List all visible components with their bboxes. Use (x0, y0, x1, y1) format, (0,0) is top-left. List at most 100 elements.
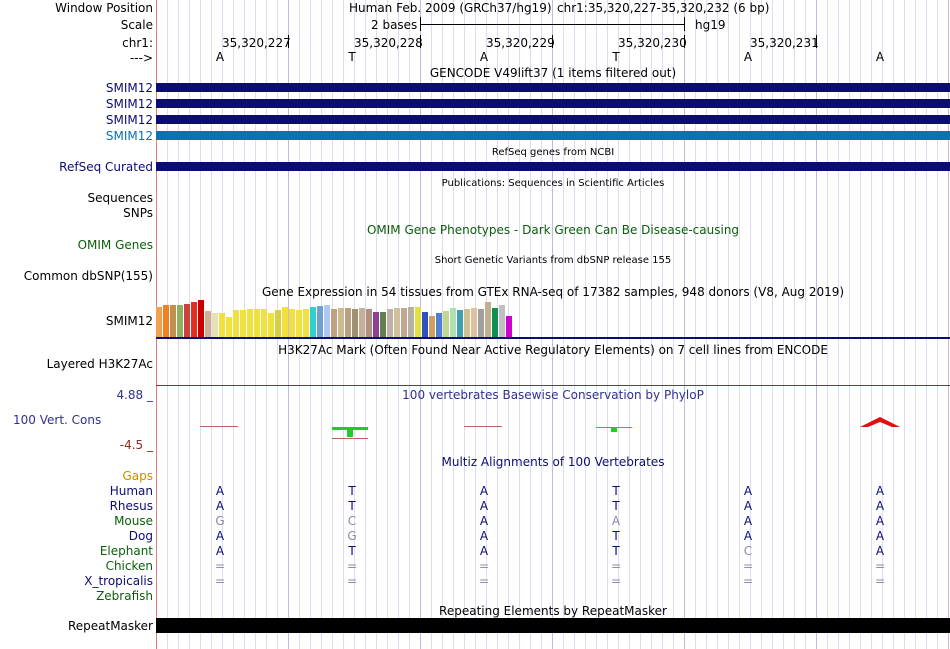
multiz-species-label[interactable]: X_tropicalis (84, 574, 153, 588)
dbsnp-label[interactable]: Common dbSNP(155) (23, 269, 153, 283)
gtex-tissue-bar[interactable] (359, 308, 365, 337)
gtex-tissue-bar[interactable] (226, 317, 232, 337)
dbsnp-track-title[interactable]: Short Genetic Variants from dbSNP releas… (434, 255, 672, 266)
multiz-species-label[interactable]: Chicken (105, 559, 153, 573)
gtex-tissue-bar[interactable] (429, 316, 435, 337)
gencode-transcript-bar[interactable] (156, 115, 950, 124)
gtex-tissue-bar[interactable] (478, 309, 484, 337)
gtex-track-title[interactable]: Gene Expression in 54 tissues from GTEx … (261, 285, 845, 299)
gtex-tissue-bar[interactable] (499, 305, 505, 337)
repeatmasker-track-title[interactable]: Repeating Elements by RepeatMasker (439, 604, 667, 618)
gtex-tissue-bar[interactable] (233, 310, 239, 337)
gtex-tissue-bar[interactable] (310, 307, 316, 337)
gencode-item-label[interactable]: SMIM12 (105, 97, 153, 111)
gtex-tissue-bar[interactable] (324, 305, 330, 337)
phylop-graph[interactable] (156, 410, 950, 444)
gtex-tissue-bar[interactable] (485, 302, 491, 337)
multiz-species-label[interactable]: Human (109, 484, 153, 498)
multiz-base: A (479, 514, 489, 528)
gtex-tissue-bar[interactable] (240, 310, 246, 337)
gtex-tissue-bar[interactable] (506, 316, 512, 337)
gtex-tissue-bar[interactable] (163, 305, 169, 337)
gtex-tissue-bar[interactable] (254, 309, 260, 337)
gtex-tissue-bar[interactable] (471, 308, 477, 337)
gtex-tissue-bar[interactable] (303, 309, 309, 337)
gtex-tissue-bar[interactable] (205, 311, 211, 337)
gtex-tissue-bar[interactable] (464, 309, 470, 337)
gencode-item-label[interactable]: SMIM12 (105, 81, 153, 95)
refseq-gene-bar[interactable] (156, 162, 950, 171)
gtex-tissue-bar[interactable] (443, 311, 449, 337)
omim-label[interactable]: OMIM Genes (77, 238, 153, 252)
gtex-tissue-bar[interactable] (338, 308, 344, 337)
omim-track-title[interactable]: OMIM Gene Phenotypes - Dark Green Can Be… (366, 223, 740, 237)
phylop-track-title[interactable]: 100 vertebrates Basewise Conservation by… (402, 388, 704, 402)
multiz-base: G (347, 529, 357, 543)
gtex-tissue-bar[interactable] (177, 305, 183, 337)
gtex-tissue-bar[interactable] (492, 308, 498, 337)
multiz-species-label[interactable]: Rhesus (109, 499, 153, 513)
gencode-item-label[interactable]: SMIM12 (105, 129, 153, 143)
gtex-gene-label[interactable]: SMIM12 (105, 314, 153, 328)
gtex-tissue-bar[interactable] (366, 309, 372, 337)
multiz-track-title[interactable]: Multiz Alignments of 100 Vertebrates (441, 455, 665, 469)
multiz-species-label[interactable]: Dog (128, 529, 153, 543)
ruler-tick-mark (552, 35, 553, 48)
gtex-tissue-bar[interactable] (198, 300, 204, 337)
gtex-tissue-bar[interactable] (457, 310, 463, 337)
gtex-tissue-bar[interactable] (219, 313, 225, 337)
ref-base: T (348, 50, 356, 64)
gtex-tissue-bar[interactable] (261, 309, 267, 337)
gtex-tissue-bar[interactable] (408, 307, 414, 337)
gencode-transcript-bar[interactable] (156, 83, 950, 92)
gtex-tissue-bar[interactable] (156, 307, 162, 337)
gtex-tissue-bar[interactable] (422, 312, 428, 337)
publications-track-title[interactable]: Publications: Sequences in Scientific Ar… (441, 178, 665, 189)
gencode-transcript-bar[interactable] (156, 99, 950, 108)
gtex-tissue-bar[interactable] (387, 309, 393, 337)
gencode-item-label[interactable]: SMIM12 (105, 113, 153, 127)
gtex-tissue-bar[interactable] (373, 312, 379, 337)
multiz-species-label[interactable]: Zebrafish (96, 589, 153, 603)
gencode-transcript-bar-selected[interactable] (156, 131, 950, 140)
gtex-tissue-bar[interactable] (170, 305, 176, 337)
gtex-tissue-bar[interactable] (268, 313, 274, 337)
multiz-species-label[interactable]: Mouse (114, 514, 153, 528)
gtex-tissue-bar[interactable] (394, 308, 400, 337)
gtex-tissue-bar[interactable] (289, 309, 295, 337)
gtex-tissue-bar[interactable] (380, 312, 386, 337)
publications-label-sequences[interactable]: Sequences (87, 191, 153, 205)
gtex-expression-bars[interactable] (156, 300, 556, 337)
gtex-tissue-bar[interactable] (184, 304, 190, 337)
gtex-tissue-bar[interactable] (282, 307, 288, 337)
gtex-tissue-bar[interactable] (450, 308, 456, 337)
h3k27ac-track-title[interactable]: H3K27Ac Mark (Often Found Near Active Re… (278, 343, 828, 357)
multiz-gaps-label[interactable]: Gaps (122, 469, 153, 483)
refseq-label[interactable]: RefSeq Curated (59, 160, 153, 174)
gtex-tissue-bar[interactable] (415, 307, 421, 337)
multiz-base: = (478, 574, 490, 588)
phylop-label[interactable]: 100 Vert. Cons (13, 413, 102, 427)
gtex-tissue-bar[interactable] (191, 302, 197, 337)
gencode-track-title[interactable]: GENCODE V49lift37 (1 items filtered out) (429, 66, 677, 80)
multiz-base: T (348, 499, 356, 513)
gtex-tissue-bar[interactable] (345, 308, 351, 337)
publications-label-snps[interactable]: SNPs (123, 206, 153, 220)
gtex-tissue-bar[interactable] (296, 310, 302, 337)
refseq-track-title[interactable]: RefSeq genes from NCBI (491, 147, 615, 158)
gtex-tissue-bar[interactable] (436, 313, 442, 337)
repeatmasker-element-bar[interactable] (156, 618, 950, 633)
multiz-species-label[interactable]: Elephant (99, 544, 153, 558)
gtex-tissue-bar[interactable] (212, 313, 218, 337)
gtex-tissue-bar[interactable] (275, 310, 281, 337)
gtex-tissue-bar[interactable] (401, 308, 407, 337)
gtex-tissue-bar[interactable] (247, 309, 253, 337)
repeatmasker-label[interactable]: RepeatMasker (67, 619, 153, 633)
gtex-tissue-bar[interactable] (352, 309, 358, 337)
gtex-tissue-bar[interactable] (317, 306, 323, 337)
h3k27ac-label[interactable]: Layered H3K27Ac (46, 357, 153, 371)
scale-value: 2 bases (371, 18, 418, 32)
ref-base: A (215, 50, 225, 64)
gtex-tissue-bar[interactable] (331, 309, 337, 337)
scale-db: hg19 (695, 18, 726, 32)
